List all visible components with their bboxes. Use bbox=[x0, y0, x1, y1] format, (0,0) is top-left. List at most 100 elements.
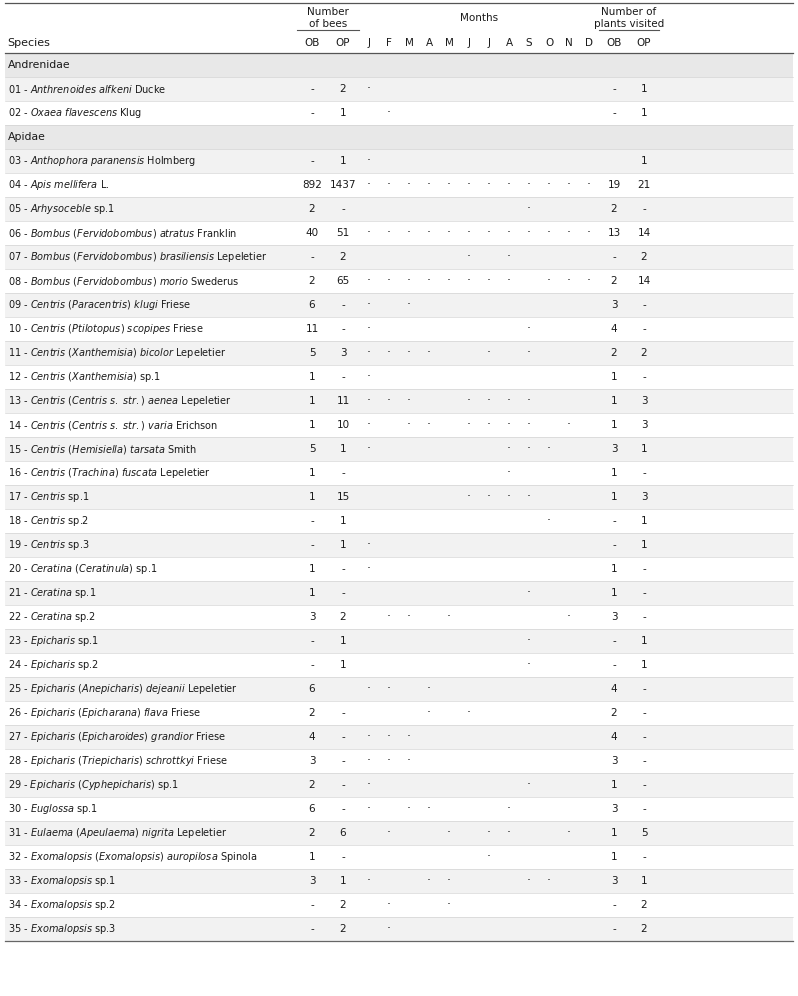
Text: 26 - $\it{Epicharis\ (Epicharana)\ flava}$ Friese: 26 - $\it{Epicharis\ (Epicharana)\ flava… bbox=[8, 706, 201, 720]
Bar bbox=[5, 389, 793, 413]
Text: 1: 1 bbox=[641, 84, 647, 94]
Text: 11: 11 bbox=[337, 396, 350, 406]
Text: 14: 14 bbox=[638, 228, 650, 238]
Text: -: - bbox=[341, 372, 345, 382]
Text: 51: 51 bbox=[337, 228, 350, 238]
Text: -: - bbox=[612, 900, 616, 910]
Bar bbox=[5, 437, 793, 461]
Bar bbox=[5, 581, 793, 605]
Text: ·: · bbox=[487, 418, 491, 431]
Text: 1: 1 bbox=[641, 876, 647, 886]
Text: 33 - $\it{Exomalopsis}$ sp.1: 33 - $\it{Exomalopsis}$ sp.1 bbox=[8, 874, 116, 888]
Bar bbox=[5, 317, 793, 341]
Bar bbox=[5, 461, 793, 485]
Text: -: - bbox=[341, 204, 345, 214]
Text: 5: 5 bbox=[309, 348, 315, 358]
Bar bbox=[5, 845, 793, 869]
Text: 1: 1 bbox=[309, 492, 315, 502]
Bar bbox=[5, 365, 793, 389]
Bar bbox=[5, 821, 793, 845]
Text: 892: 892 bbox=[302, 180, 322, 190]
Text: ·: · bbox=[387, 755, 391, 768]
Text: 3: 3 bbox=[641, 492, 647, 502]
Text: F: F bbox=[386, 38, 392, 48]
Text: 18 - $\it{Centris}$ sp.2: 18 - $\it{Centris}$ sp.2 bbox=[8, 514, 89, 528]
Text: ·: · bbox=[527, 418, 531, 431]
Text: 01 - $\it{Anthrenoides\ alfkeni}$ Ducke: 01 - $\it{Anthrenoides\ alfkeni}$ Ducke bbox=[8, 83, 166, 95]
Text: 3: 3 bbox=[309, 876, 315, 886]
Bar bbox=[5, 77, 793, 101]
Text: ·: · bbox=[587, 275, 591, 288]
Text: ·: · bbox=[367, 730, 371, 743]
Text: -: - bbox=[310, 252, 314, 262]
Text: 1: 1 bbox=[610, 372, 618, 382]
Text: -: - bbox=[341, 588, 345, 598]
Text: ·: · bbox=[387, 898, 391, 911]
Text: Species: Species bbox=[7, 38, 49, 48]
Bar bbox=[5, 917, 793, 941]
Text: -: - bbox=[310, 108, 314, 118]
Text: ·: · bbox=[427, 347, 431, 360]
Text: 1: 1 bbox=[610, 564, 618, 574]
Text: -: - bbox=[612, 636, 616, 646]
Text: J: J bbox=[368, 38, 370, 48]
Text: -: - bbox=[612, 924, 616, 934]
Text: 1: 1 bbox=[641, 636, 647, 646]
Text: ·: · bbox=[367, 874, 371, 887]
Text: 3: 3 bbox=[610, 300, 618, 310]
Text: ·: · bbox=[407, 347, 411, 360]
Text: ·: · bbox=[507, 275, 511, 288]
Text: ·: · bbox=[367, 394, 371, 407]
Text: Andrenidae: Andrenidae bbox=[8, 60, 71, 70]
Text: ·: · bbox=[547, 178, 551, 191]
Text: ·: · bbox=[407, 755, 411, 768]
Text: 34 - $\it{Exomalopsis}$ sp.2: 34 - $\it{Exomalopsis}$ sp.2 bbox=[8, 898, 116, 912]
Text: 2: 2 bbox=[610, 204, 618, 214]
Text: ·: · bbox=[367, 779, 371, 792]
Bar bbox=[5, 245, 793, 269]
Text: 1: 1 bbox=[641, 156, 647, 166]
Text: ·: · bbox=[487, 827, 491, 840]
Text: ·: · bbox=[567, 226, 571, 239]
Text: 1: 1 bbox=[340, 444, 346, 454]
Text: ·: · bbox=[367, 347, 371, 360]
Text: D: D bbox=[585, 38, 593, 48]
Text: ·: · bbox=[507, 178, 511, 191]
Text: ·: · bbox=[387, 827, 391, 840]
Text: 2: 2 bbox=[309, 204, 315, 214]
Text: 19 - $\it{Centris}$ sp.3: 19 - $\it{Centris}$ sp.3 bbox=[8, 538, 89, 552]
Text: A: A bbox=[425, 38, 433, 48]
Text: 2: 2 bbox=[309, 708, 315, 718]
Text: ·: · bbox=[527, 202, 531, 215]
Text: ·: · bbox=[367, 803, 371, 816]
Text: 1: 1 bbox=[340, 876, 346, 886]
Text: ·: · bbox=[487, 347, 491, 360]
Text: ·: · bbox=[447, 611, 451, 623]
Text: 1: 1 bbox=[340, 540, 346, 550]
Text: 2: 2 bbox=[309, 276, 315, 286]
Text: ·: · bbox=[527, 779, 531, 792]
Text: ·: · bbox=[387, 107, 391, 120]
Text: -: - bbox=[642, 588, 646, 598]
Text: ·: · bbox=[447, 275, 451, 288]
Bar bbox=[5, 221, 793, 245]
Text: 1: 1 bbox=[610, 396, 618, 406]
Text: ·: · bbox=[527, 587, 531, 600]
Text: ·: · bbox=[527, 634, 531, 647]
Text: 25 - $\it{Epicharis\ (Anepicharis)\ dejeanii}$ Lepeletier: 25 - $\it{Epicharis\ (Anepicharis)\ deje… bbox=[8, 682, 238, 696]
Text: ·: · bbox=[487, 226, 491, 239]
Text: ·: · bbox=[367, 154, 371, 167]
Text: M: M bbox=[405, 38, 413, 48]
Text: 3: 3 bbox=[610, 804, 618, 814]
Text: 21: 21 bbox=[638, 180, 650, 190]
Text: 2: 2 bbox=[340, 900, 346, 910]
Text: -: - bbox=[642, 372, 646, 382]
Bar bbox=[5, 3, 793, 53]
Text: ·: · bbox=[467, 226, 471, 239]
Text: ·: · bbox=[507, 803, 511, 816]
Text: 14 - $\it{Centris\ (Centris\ s.\ str.)\ varia}$ Erichson: 14 - $\it{Centris\ (Centris\ s.\ str.)\ … bbox=[8, 418, 218, 431]
Text: -: - bbox=[642, 684, 646, 694]
Text: 1: 1 bbox=[309, 396, 315, 406]
Text: -: - bbox=[642, 300, 646, 310]
Bar bbox=[5, 677, 793, 701]
